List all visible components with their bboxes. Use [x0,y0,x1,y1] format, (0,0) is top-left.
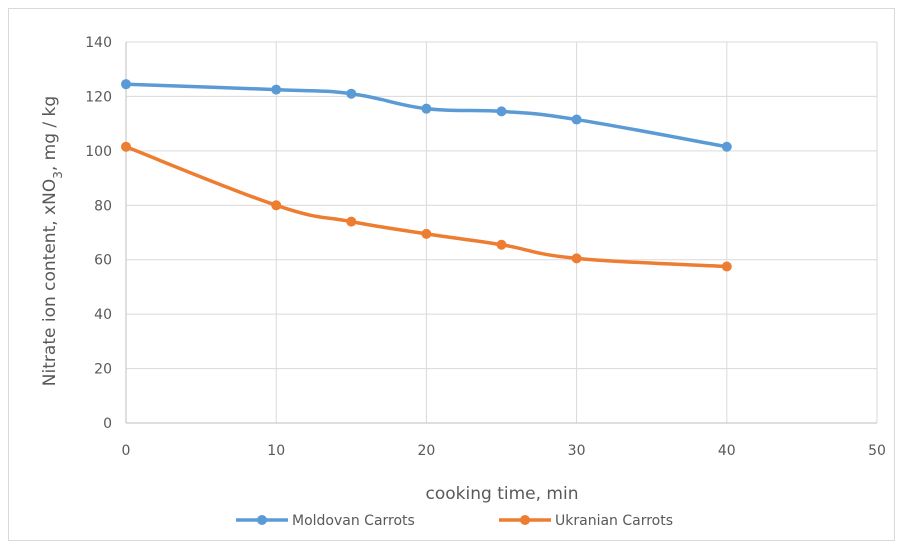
data-point-moldovan [571,114,582,125]
data-point-moldovan [271,84,282,95]
y-tick-label: 80 [94,198,112,214]
axes [125,42,877,424]
legend-label-ukranian: Ukranian Carrots [555,513,673,529]
y-axis-title: Nitrate ion content, xNO3, mg / kg [40,96,65,386]
x-tick-label: 20 [417,443,435,459]
legend-label-moldovan: Moldovan Carrots [292,513,415,529]
data-point-ukranian [346,216,357,227]
data-point-moldovan [421,103,432,114]
data-point-ukranian [421,228,432,239]
y-axis-title-main: Nitrate ion content, xNO [40,179,60,386]
x-tick-label: 50 [868,443,886,459]
legend-item-ukranian: Ukranian Carrots [499,513,673,529]
gridlines [126,41,878,423]
x-tick-label: 0 [122,443,131,459]
series-group [121,79,732,272]
y-tick-label: 140 [85,35,112,51]
data-point-moldovan [721,141,732,152]
x-axis-title: cooking time, min [426,484,579,504]
data-point-ukranian [121,141,131,152]
y-axis-title-subscript: 3 [51,171,65,179]
legend-marker-ukranian [520,515,530,525]
y-tick-label: 120 [85,89,112,105]
y-tick-label: 40 [94,307,112,323]
x-tick-label: 30 [568,443,586,459]
x-tick-label: 10 [267,443,285,459]
chart-container: 0 20 40 60 80 100 120 140 0 10 20 30 40 50 cooking ti… [8,8,895,541]
data-point-ukranian [571,253,582,264]
y-tick-label: 100 [85,144,112,160]
y-tick-label: 20 [94,362,112,378]
data-point-ukranian [721,261,732,272]
legend-item-moldovan: Moldovan Carrots [236,513,415,529]
data-point-moldovan [346,88,357,99]
data-point-ukranian [496,239,507,250]
y-tick-label: 60 [94,253,112,269]
tick-labels: 0 20 40 60 80 100 120 140 0 10 20 30 40 50 [85,35,886,459]
data-point-ukranian [271,200,282,211]
line-chart: 0 20 40 60 80 100 120 140 0 10 20 30 40 50 cooking ti… [40,35,886,529]
legend-marker-moldovan [257,515,267,525]
x-tick-label: 40 [718,443,736,459]
legend: Moldovan Carrots Ukranian Carrots [236,513,673,529]
data-point-moldovan [496,106,507,117]
y-axis-title-unit: , mg / kg [40,96,60,171]
y-tick-label: 0 [103,416,112,432]
data-point-moldovan [121,79,131,90]
